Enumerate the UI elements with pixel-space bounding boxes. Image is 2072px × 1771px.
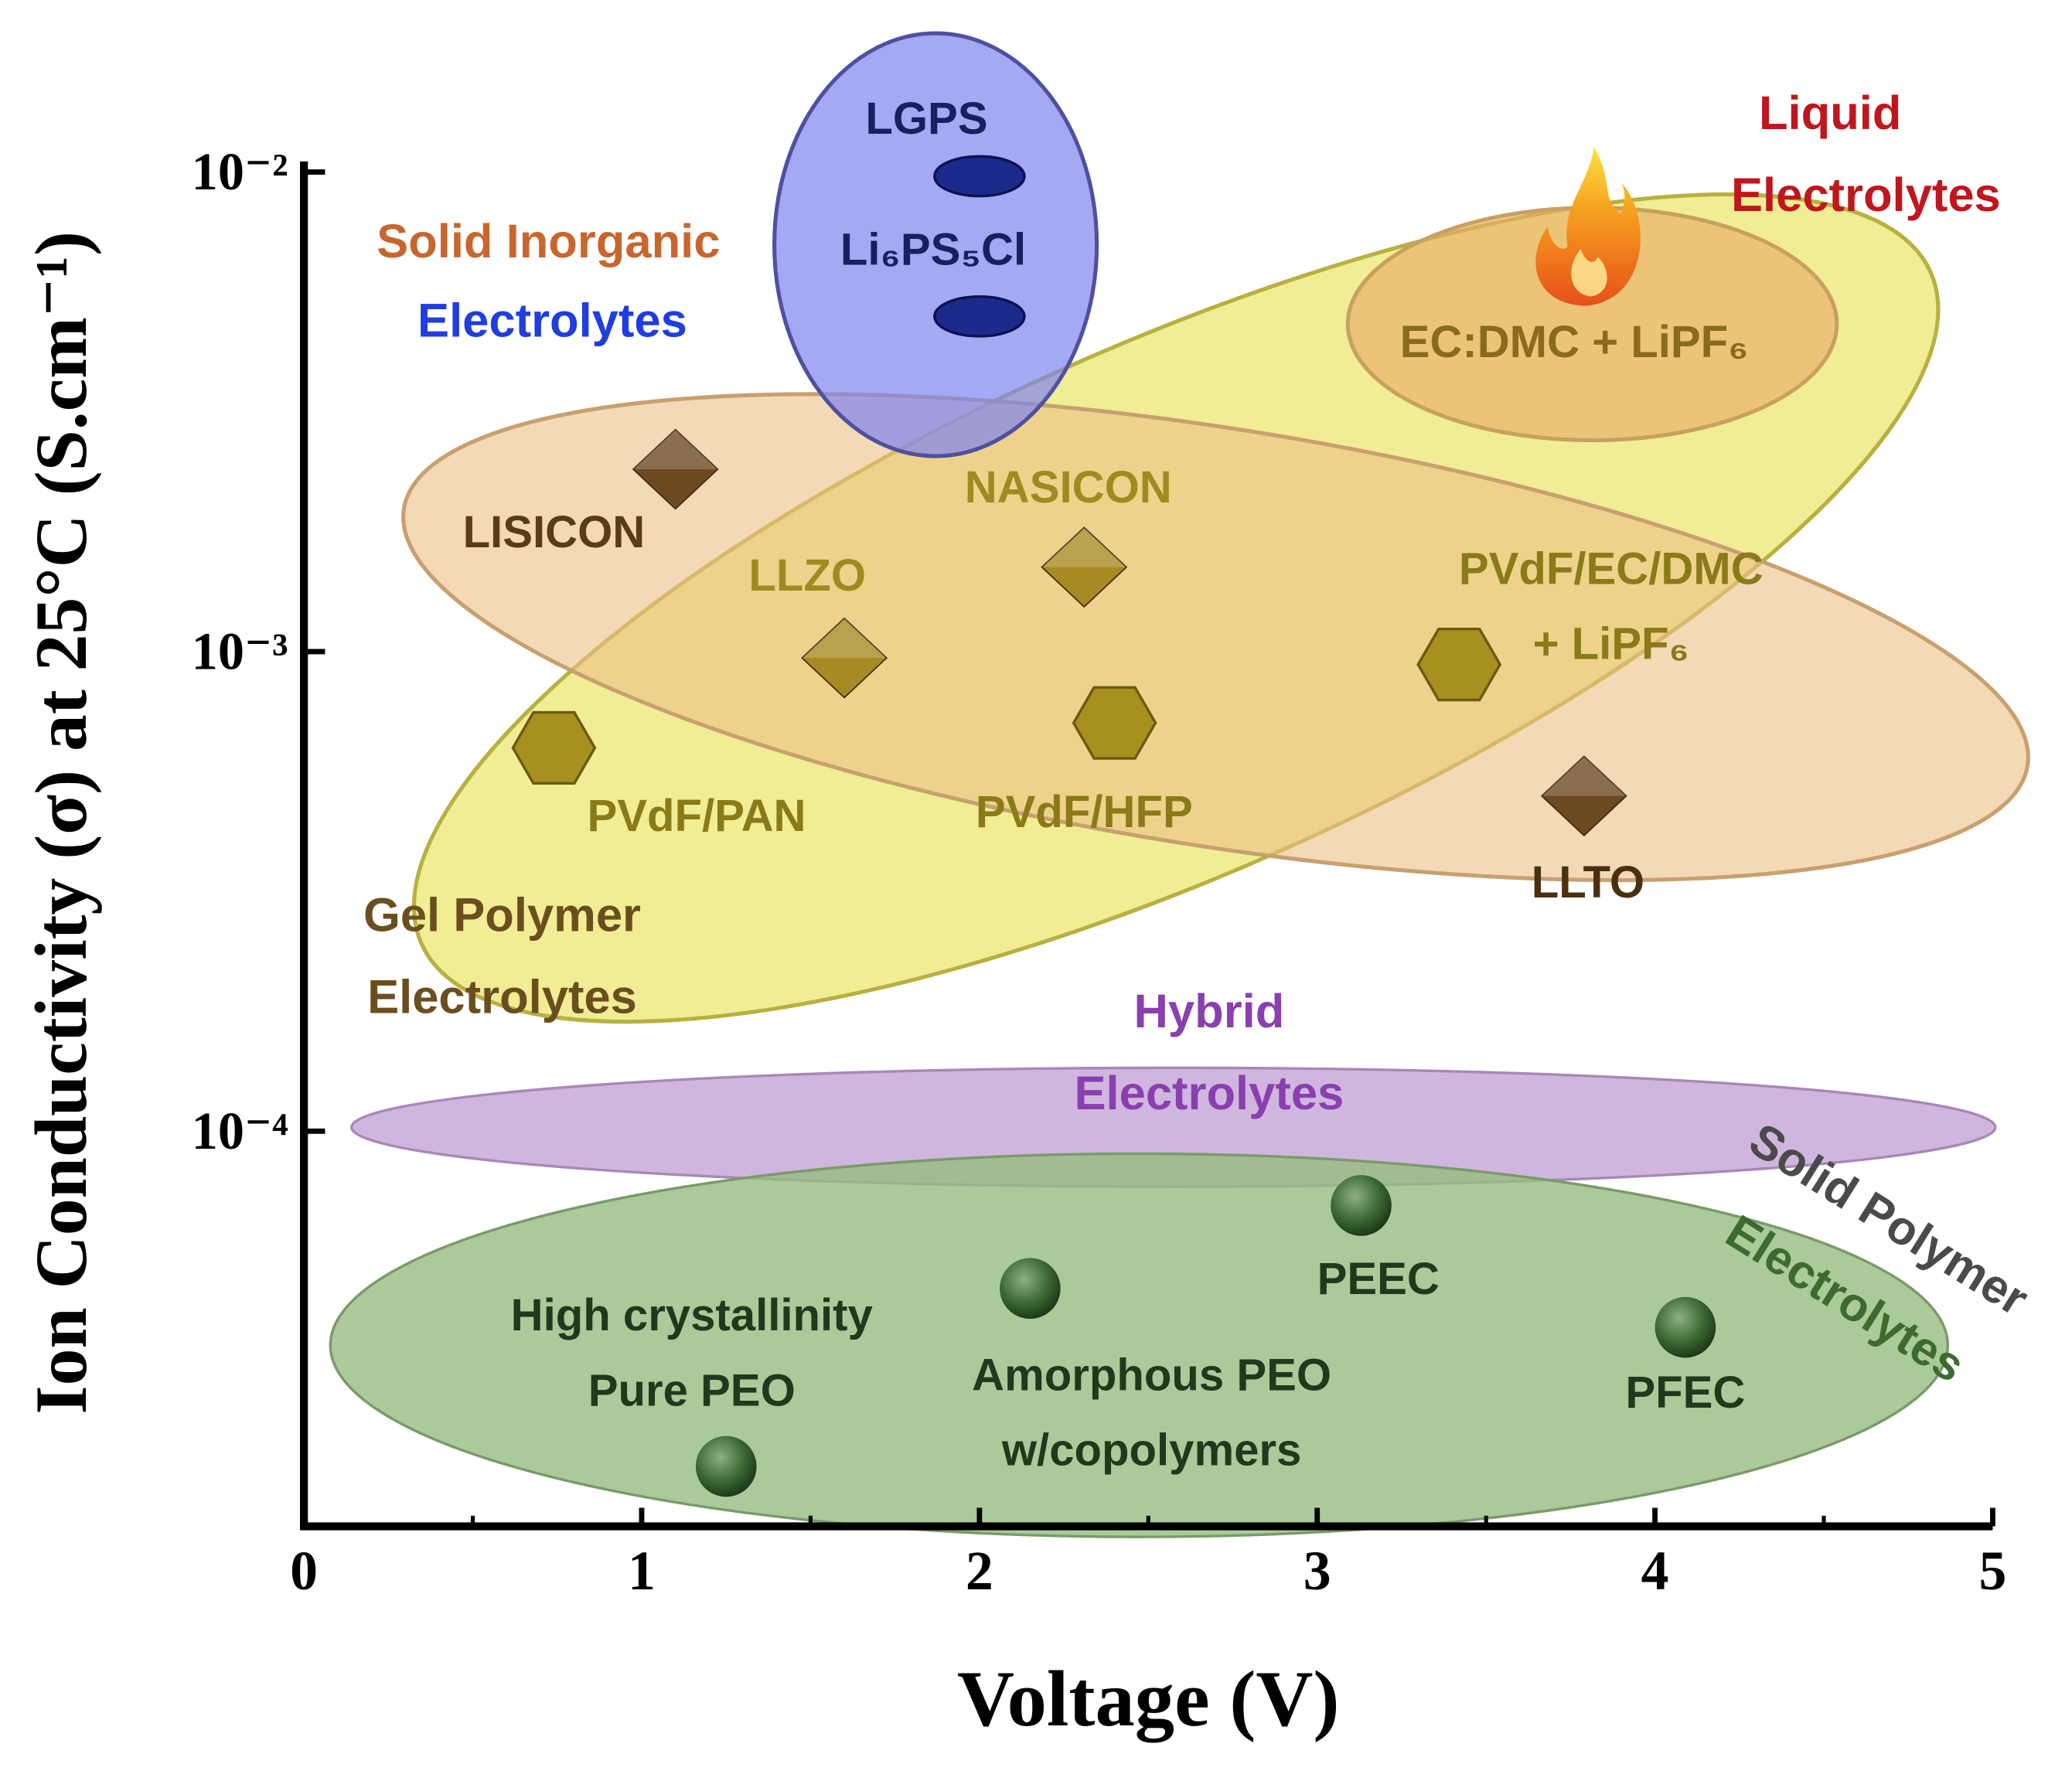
marker-shape bbox=[1540, 755, 1627, 837]
regions bbox=[329, 31, 2030, 1538]
x-tick-label: 4 bbox=[1641, 1540, 1669, 1602]
marker-shape bbox=[695, 1436, 757, 1497]
point-label: Li₆PS₅Cl bbox=[840, 225, 1026, 275]
data-point bbox=[1000, 1258, 1061, 1320]
data-point bbox=[1655, 1296, 1716, 1358]
x-tick-label: 3 bbox=[1304, 1540, 1331, 1602]
data-point bbox=[1331, 1175, 1392, 1236]
point-label: w/copolymers bbox=[1001, 1425, 1302, 1476]
point-label: PEEC bbox=[1317, 1254, 1440, 1304]
point-label: LISICON bbox=[463, 507, 646, 557]
point-label: High crystallinity bbox=[511, 1290, 873, 1340]
marker-shade bbox=[1041, 527, 1126, 567]
marker-shape bbox=[1000, 1258, 1061, 1320]
point-label: PVdF/HFP bbox=[976, 787, 1193, 837]
data-point bbox=[801, 617, 888, 699]
point-label: EC:DMC + LiPF₆ bbox=[1400, 317, 1749, 367]
point-label: + LiPF₆ bbox=[1533, 619, 1689, 669]
region-label: Electrolytes bbox=[367, 970, 637, 1023]
marker-shape bbox=[801, 617, 888, 699]
point-label: LGPS bbox=[865, 94, 987, 144]
region-label: Electrolytes bbox=[417, 294, 687, 347]
region-label: Liquid bbox=[1759, 87, 1902, 140]
x-tick-label: 1 bbox=[628, 1540, 656, 1602]
point-label: LLZO bbox=[748, 550, 866, 601]
sulfide-region bbox=[772, 31, 1099, 458]
point-label: PVdF/PAN bbox=[587, 791, 806, 841]
marker-shade bbox=[632, 429, 718, 470]
point-label: PFEC bbox=[1625, 1367, 1745, 1418]
point-label: Amorphous PEO bbox=[972, 1350, 1331, 1400]
data-point bbox=[933, 155, 1026, 198]
data-point bbox=[632, 428, 719, 510]
marker-shape bbox=[933, 155, 1026, 198]
y-tick-label: 10⁻⁴ bbox=[192, 1102, 288, 1160]
marker-shape bbox=[632, 428, 719, 510]
x-axis-label: Voltage (V) bbox=[957, 1656, 1340, 1743]
data-point bbox=[1041, 526, 1128, 608]
point-label: LLTO bbox=[1532, 857, 1644, 908]
y-tick-label: 10⁻² bbox=[192, 142, 288, 201]
data-point bbox=[511, 710, 597, 785]
data-point bbox=[933, 295, 1026, 338]
region-label: Gel Polymer bbox=[363, 888, 641, 942]
region-label: Electrolytes bbox=[1731, 169, 2001, 222]
data-point bbox=[1416, 628, 1502, 702]
data-point bbox=[695, 1436, 757, 1497]
point-label: NASICON bbox=[965, 462, 1172, 513]
marker-shape bbox=[1041, 526, 1128, 608]
x-tick-label: 5 bbox=[1979, 1540, 2007, 1602]
point-label: PVdF/EC/DMC bbox=[1459, 543, 1764, 594]
marker-shape bbox=[1535, 147, 1641, 306]
region-label: Electrolytes bbox=[1075, 1067, 1344, 1120]
x-tick-label: 2 bbox=[966, 1540, 993, 1602]
marker-shape bbox=[1416, 628, 1502, 702]
inorganic-region bbox=[401, 392, 2030, 883]
data-point bbox=[1535, 147, 1641, 306]
data-point bbox=[1072, 686, 1157, 760]
marker-shape bbox=[1655, 1296, 1716, 1358]
point-label: Pure PEO bbox=[588, 1365, 796, 1415]
marker-shape bbox=[1072, 686, 1157, 760]
marker-core bbox=[1571, 249, 1607, 297]
region-label: Solid Inorganic bbox=[377, 215, 720, 268]
y-tick-label: 10⁻³ bbox=[192, 622, 288, 680]
marker-shade bbox=[1542, 756, 1627, 796]
x-tick-label: 0 bbox=[290, 1540, 318, 1602]
marker-shape bbox=[1331, 1175, 1392, 1236]
marker-shade bbox=[802, 618, 887, 659]
data-point bbox=[1540, 755, 1627, 837]
marker-shape bbox=[511, 710, 597, 785]
region-label: Hybrid bbox=[1133, 985, 1284, 1038]
y-axis-label: Ion Conductivity (σ) at 25°C (S.cm⁻¹) bbox=[20, 231, 102, 1415]
marker-shape bbox=[933, 295, 1026, 338]
